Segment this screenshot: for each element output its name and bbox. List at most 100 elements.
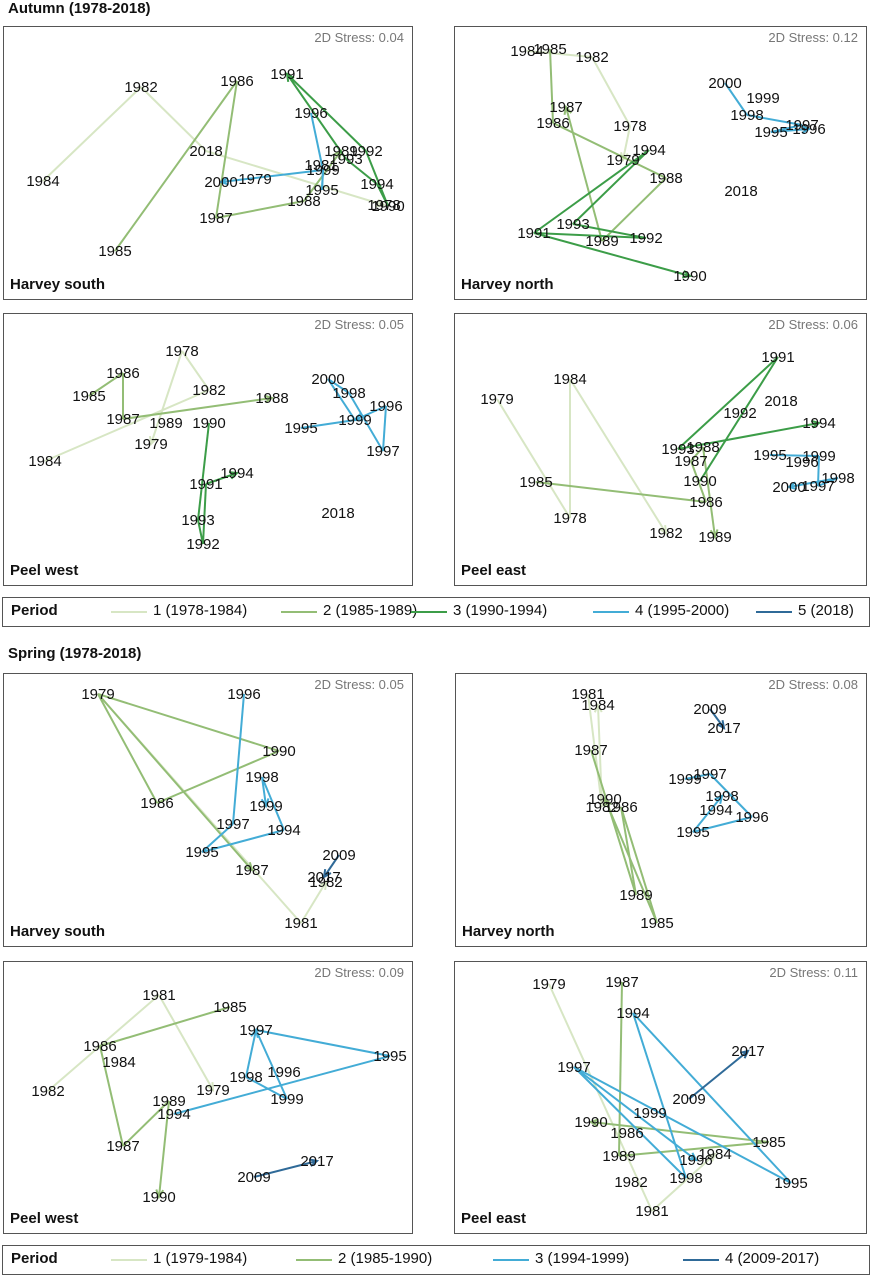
legend-label: 3 (1994-1999) [535,1250,630,1267]
year-label: 2018 [764,393,797,410]
trajectory-segment [255,1029,288,1100]
year-label: 1995 [373,1048,406,1065]
trajectory-segment [245,1076,288,1100]
year-label: 2000 [311,371,344,388]
year-label: 1988 [287,193,320,210]
year-label: 1984 [102,1054,135,1071]
trajectory-segment [44,389,210,462]
trajectory-segment [572,149,650,225]
trajectory-segment [97,693,253,871]
year-label: 1996 [785,454,818,471]
trajectory-segment [618,1141,770,1157]
panel-title: Harvey north [461,276,554,293]
legend-label: 2 (1985-1989) [323,602,418,619]
legend-label: 4 (1995-2000) [635,602,730,619]
trajectory-segment [245,1029,257,1078]
trajectory-segment [573,1066,687,1179]
trajectory-segment [618,981,623,1157]
trajectory-segment [526,50,593,58]
year-label: 1991 [761,349,794,366]
trajectory-segment [215,200,305,219]
legend-swatch [281,611,317,613]
year-label: 1978 [165,343,198,360]
trajectory-segment [201,829,285,853]
trajectory-segment [533,232,647,239]
trajectory-segment [300,419,356,429]
trajectory-segment [604,798,658,924]
year-label: 1999 [802,448,835,465]
trajectory-arrowhead [811,419,822,429]
trajectory-segment [173,1055,391,1115]
trajectory-arrowhead [148,435,158,447]
year-label: 1998 [245,769,278,786]
year-label: 1986 [604,799,637,816]
year-label: 1996 [227,686,260,703]
trajectory-segment [202,483,207,545]
trajectory-arrowhead [563,104,572,116]
year-label: 1986 [610,1125,643,1142]
year-label: 1996 [294,105,327,122]
trajectory-arrowhead [714,794,724,805]
trajectory-segment [286,73,347,160]
year-label: 1998 [669,1170,702,1187]
stress-value: 2D Stress: 0.12 [768,30,858,45]
year-label: 1989 [585,233,618,250]
trajectory-segment [42,86,142,182]
stress-value: 2D Stress: 0.04 [314,30,404,45]
year-label: 1979 [134,436,167,453]
year-label: 1990 [371,198,404,215]
trajectory-arrowhead [244,862,254,872]
year-label: 1990 [683,473,716,490]
trajectory-arrowhead [205,1081,215,1092]
trajectory-segment [684,773,711,780]
trajectory-segment [590,1121,770,1143]
trajectory-segment [632,1012,792,1184]
year-label: 1999 [633,1105,666,1122]
year-label: 1979 [81,686,114,703]
trajectory-segment [688,1050,749,1100]
trajectory-arrowhead [707,1152,717,1162]
trajectory-arrowhead [588,1118,599,1128]
trajectory-segment [232,693,245,825]
year-label: 2017 [300,1153,333,1170]
year-label: 1995 [754,124,787,141]
trajectory-segment [99,1006,231,1047]
year-label: 1995 [753,447,786,464]
legend-swatch [683,1259,719,1261]
trajectory-segment [709,708,725,729]
trajectory-arrowhead [603,796,612,808]
year-label: 1986 [140,795,173,812]
mds-panel-autumn-peel-east: 1991 1984 1979 2018 1992 1994 1993 1988 1987 1995… [454,313,867,586]
trajectory-arrowhead [155,1189,165,1200]
year-label: 1987 [674,453,707,470]
year-label: 1989 [602,1148,635,1165]
trajectory-segment [692,795,723,833]
year-label: 1979 [532,976,565,993]
year-label: 1991 [517,225,550,242]
legend-label: 1 (1978-1984) [153,602,248,619]
mds-panel-autumn-harvey-north: 1984 1985 1982 1987 1986 1978 1994 1979 1988 1993… [454,26,867,300]
year-label: 1999 [668,771,701,788]
trajectory-arrowhead [250,1027,259,1039]
year-label: 1991 [189,476,222,493]
trajectory-segment [150,350,183,445]
year-label: 2009 [693,701,726,718]
trajectory-arrowhead [687,1152,698,1162]
trajectory-segment [310,112,324,171]
stress-value: 2D Stress: 0.08 [768,677,858,692]
trajectory-segment [197,422,210,521]
year-label: 1996 [267,1064,300,1081]
trajectory-segment [746,114,803,126]
mds-plot: 1982 1984 1986 2018 2000 1979 1987 1985 1991 1996… [26,66,404,260]
trajectory-segment [533,232,691,277]
year-label: 1994 [699,802,732,819]
trajectory-segment [261,776,267,807]
trajectory-segment [215,80,238,219]
year-label: 2000 [772,479,805,496]
trajectory-segment [327,378,356,421]
trajectory-segment [220,169,324,183]
year-label: 1997 [801,478,834,495]
year-label: 2009 [322,847,355,864]
trajectory-arrowhead [264,394,275,404]
year-label: 1979 [606,152,639,169]
